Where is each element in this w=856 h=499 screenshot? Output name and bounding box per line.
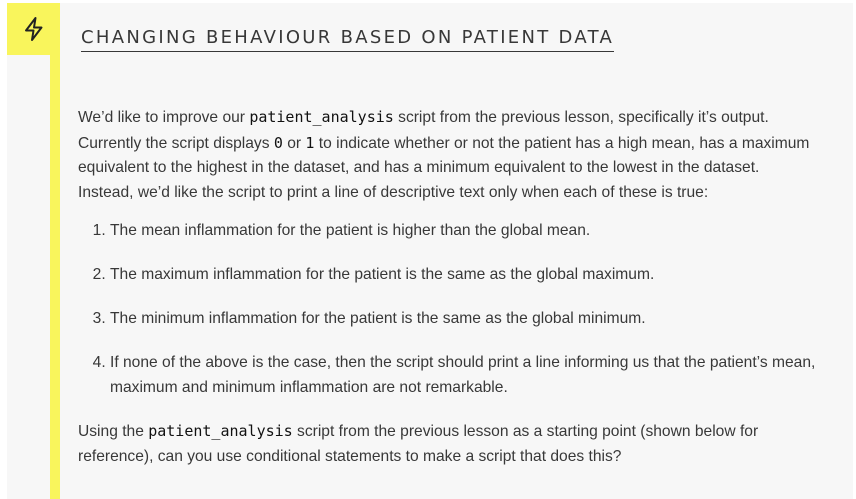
list-item: The minimum inflammation for the patient…: [110, 307, 818, 332]
closing-text: Using the: [78, 423, 149, 440]
closing-paragraph: Using the patient_analysis script from t…: [78, 419, 818, 469]
list-item: If none of the above is the case, then t…: [110, 351, 818, 400]
callout-body: We’d like to improve our patient_analysi…: [78, 105, 818, 469]
challenge-callout: [7, 3, 853, 499]
callout-title: CHANGING BEHAVIOUR BASED ON PATIENT DATA: [81, 27, 615, 52]
intro-paragraph: We’d like to improve our patient_analysi…: [78, 105, 818, 205]
intro-text: to indicate whether or not the patient h…: [78, 134, 810, 201]
callout-accent-bar: [50, 55, 60, 499]
intro-text: or: [282, 134, 306, 152]
list-item: The maximum inflammation for the patient…: [110, 263, 818, 288]
requirements-list: The mean inflammation for the patient is…: [78, 219, 818, 400]
script-name-code: patient_analysis: [249, 108, 394, 126]
script-name-code: patient_analysis: [148, 422, 293, 440]
one-code: 1: [305, 133, 315, 152]
intro-text: We’d like to improve our: [78, 109, 250, 126]
list-item: The mean inflammation for the patient is…: [110, 219, 818, 244]
callout-icon-box: [7, 3, 60, 55]
zero-code: 0: [273, 133, 283, 152]
lightning-bolt-icon: [24, 17, 42, 41]
closing-text: script from the previous lesson as a sta…: [78, 423, 759, 465]
intro-text: script from the previous lesson, specifi…: [78, 109, 769, 152]
